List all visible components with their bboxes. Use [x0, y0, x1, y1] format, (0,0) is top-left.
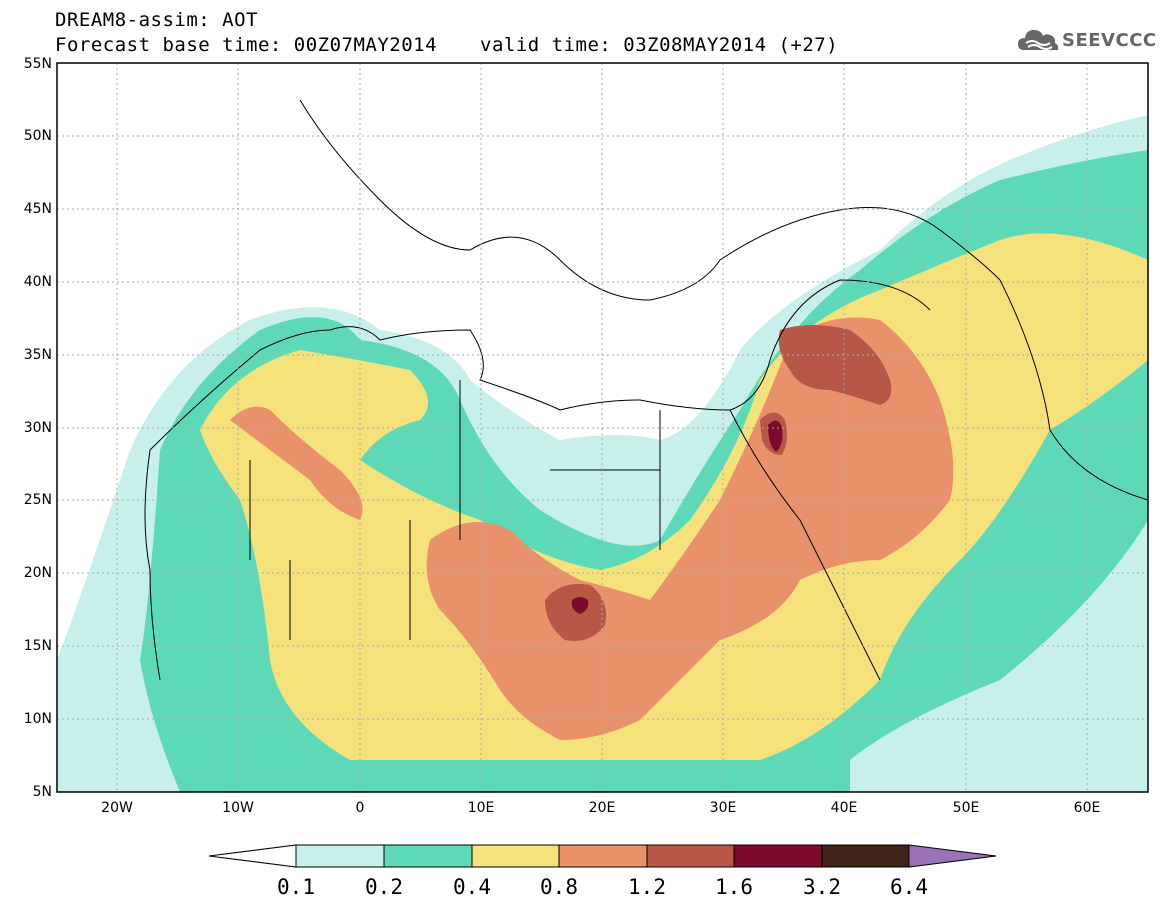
lat-tick: 40N	[23, 274, 52, 290]
colorbar-label: 1.6	[715, 875, 753, 899]
lon-tick: 20W	[101, 800, 133, 816]
lon-tick: 50E	[952, 800, 980, 816]
grid	[57, 63, 1148, 792]
lat-tick: 15N	[23, 638, 52, 654]
forecast-base-time: Forecast base time: 00Z07MAY2014	[55, 34, 438, 56]
colorbar-label: 0.4	[453, 875, 491, 899]
colorbar	[208, 844, 997, 868]
colorbar-label: 0.8	[540, 875, 578, 899]
map-title: DREAM8-assim: AOT	[55, 9, 258, 31]
colorbar-label: 6.4	[890, 875, 928, 899]
lat-tick: 10N	[23, 711, 52, 727]
colorbar-label: 0.2	[365, 875, 403, 899]
lon-tick: 0	[355, 800, 365, 816]
lat-tick: 35N	[23, 347, 52, 363]
lon-tick: 20E	[588, 800, 616, 816]
colorbar-label: 3.2	[803, 875, 841, 899]
lon-tick: 40E	[830, 800, 858, 816]
valid-time: valid time: 03Z08MAY2014 (+27)	[480, 34, 839, 56]
seevccc-logo: SEEVCCC	[1016, 24, 1156, 56]
logo-text: SEEVCCC	[1062, 30, 1157, 51]
lon-tick: 30E	[709, 800, 737, 816]
map-frame	[56, 62, 1149, 793]
lon-tick: 10W	[222, 800, 254, 816]
lat-tick: 45N	[23, 201, 52, 217]
colorbar-label: 1.2	[628, 875, 666, 899]
cloud-icon	[1018, 30, 1059, 50]
lat-tick: 20N	[23, 565, 52, 581]
lat-tick: 25N	[23, 492, 52, 508]
lon-tick: 10E	[467, 800, 495, 816]
lat-tick: 50N	[23, 128, 52, 144]
lat-tick: 5N	[32, 784, 52, 800]
lon-tick: 60E	[1073, 800, 1101, 816]
coastlines	[144, 99, 1148, 681]
colorbar-label: 0.1	[277, 875, 315, 899]
lat-tick: 30N	[23, 420, 52, 436]
lat-tick: 55N	[23, 56, 52, 72]
